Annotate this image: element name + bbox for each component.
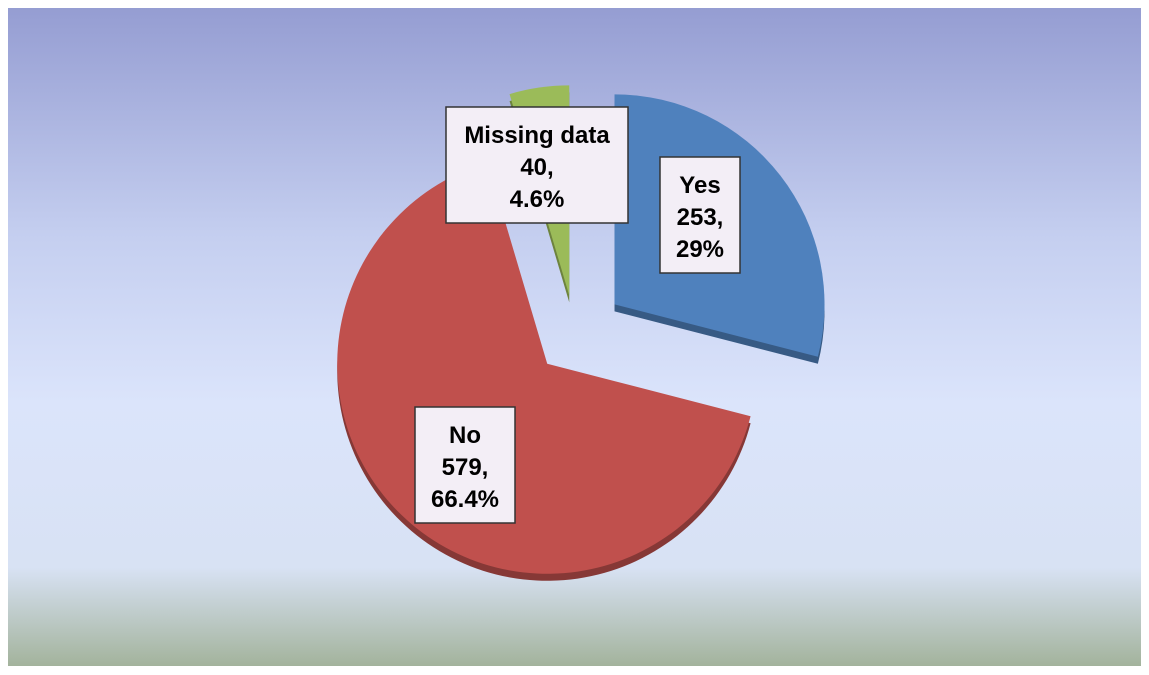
label-line: 579,: [442, 454, 489, 481]
label-box: [414, 406, 516, 524]
data-label: Missing data 40, 4.6%: [464, 122, 610, 213]
label-box: [659, 156, 741, 274]
label-line: 29%: [676, 236, 724, 263]
labels: Yes 253, 29% No 579, 66.4% Missing data 40, 4.6%: [414, 106, 741, 524]
data-label: Yes 253, 29%: [676, 172, 724, 263]
data-label: No 579, 66.4%: [431, 422, 499, 513]
label-line: 4.6%: [510, 186, 565, 213]
label-box: [445, 106, 629, 224]
label-line: Missing data: [464, 122, 610, 149]
label-line: Yes: [679, 172, 720, 199]
label-line: 40,: [520, 154, 553, 181]
label-line: 253,: [677, 204, 724, 231]
label-line: 66.4%: [431, 486, 499, 513]
label-line: No: [449, 422, 481, 449]
